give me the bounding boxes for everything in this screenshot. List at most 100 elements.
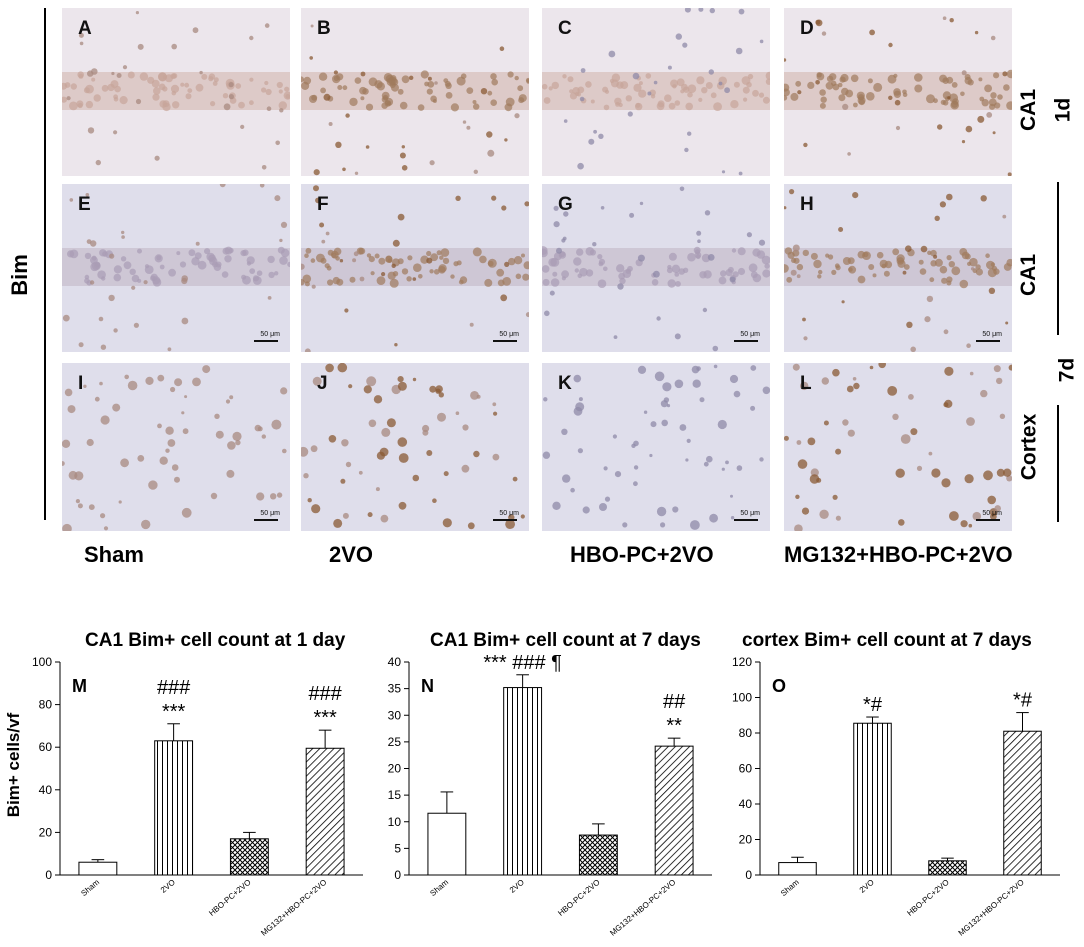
chart-o-title: cortex Bim+ cell count at 7 days (742, 630, 1032, 651)
panel-letter: J (317, 373, 328, 394)
y-tick-label: 15 (388, 788, 402, 802)
bar-sham (427, 812, 467, 876)
bar-hbo-pc-2vo (928, 860, 967, 876)
y-tick-label: 60 (739, 762, 753, 776)
chart-panel-letter: N (421, 676, 434, 696)
micrograph-panel-i: I 50 μm (62, 363, 290, 531)
scale-bar-label: 50 μm (982, 331, 1002, 338)
y-tick-label: 80 (39, 698, 53, 712)
tissue-image (784, 189, 1012, 352)
scale-bar (493, 519, 517, 521)
y-tick-label: 10 (388, 815, 402, 829)
scale-bar-label: 50 μm (499, 331, 519, 338)
y-tick-label: 30 (388, 708, 402, 722)
group-label-hbo-pc: HBO-PC+2VO (570, 542, 714, 567)
micrograph-panel-f: F 50 μm (301, 184, 529, 352)
micrograph-panel-h: H 50 μm (784, 184, 1012, 352)
group-label-mg132: MG132+HBO-PC+2VO (784, 542, 1013, 567)
micrograph-panel-b: B (301, 8, 529, 176)
y-tick-label: 100 (732, 691, 752, 705)
tissue-image (784, 16, 1012, 176)
significance-marker: *** (162, 701, 186, 723)
chart-n-title: CA1 Bim+ cell count at 7 days (430, 630, 701, 651)
scale-bar-label: 50 μm (499, 510, 519, 517)
y-tick-label: 40 (388, 655, 402, 669)
chart-panel-letter: O (772, 676, 786, 696)
group-label-sham: Sham (84, 542, 144, 567)
y-tick-label: 25 (388, 735, 402, 749)
category-label: HBO-PC+2VO (905, 878, 950, 918)
category-label: MG132+HBO-PC+2VO (957, 878, 1026, 938)
scale-bar-label: 50 μm (260, 510, 280, 517)
y-tick-label: 40 (739, 797, 753, 811)
tissue-image (62, 184, 290, 352)
bar-sham (778, 862, 817, 876)
category-label: 2VO (159, 878, 177, 895)
scale-bar-label: 50 μm (740, 331, 760, 338)
y-tick-label: 120 (732, 655, 752, 669)
category-label: 2VO (508, 878, 526, 895)
panel-letter: E (78, 194, 91, 215)
panel-letter: F (317, 194, 329, 215)
scale-bar (254, 340, 278, 342)
chart-panel-letter: M (72, 676, 87, 696)
micrograph-panel-a: A (62, 8, 290, 176)
tissue-image (301, 363, 525, 530)
y-tick-label: 20 (739, 833, 753, 847)
tissue-image (62, 11, 290, 170)
y-tick-label: 60 (39, 740, 53, 754)
y-tick-label: 35 (388, 682, 402, 696)
panel-letter: L (800, 373, 812, 394)
panel-letter: D (800, 18, 814, 39)
category-label: Sham (79, 877, 101, 898)
scale-bar-label: 50 μm (260, 331, 280, 338)
micrograph-panel-k: K 50 μm (542, 363, 770, 531)
bar-hbo-pc-2vo (578, 834, 618, 876)
bar-sham (78, 861, 118, 876)
scale-bar-label: 50 μm (982, 510, 1002, 517)
y-tick-label: 20 (388, 762, 402, 776)
y-tick-label: 40 (39, 783, 53, 797)
micrograph-panel-c: C (542, 8, 770, 176)
bar-mg132-hbo-pc-2vo (654, 745, 694, 876)
panel-letter: I (78, 373, 84, 394)
group-label-2vo: 2VO (329, 542, 374, 567)
y-tick-label: 5 (394, 841, 401, 855)
significance-marker: *** ### ¶ (483, 652, 562, 674)
bar-mg132-hbo-pc-2vo (305, 747, 345, 876)
y-tick-label: 80 (739, 726, 753, 740)
bim-bracket-line (44, 8, 46, 520)
bar-2vo (503, 687, 543, 876)
scale-bar (734, 340, 758, 342)
micrograph-panel-g: G 50 μm (542, 184, 770, 352)
panel-letter: C (558, 18, 572, 39)
micrograph-panel-l: L 50 μm (784, 363, 1012, 531)
scale-bar (976, 340, 1000, 342)
tissue-image (301, 185, 529, 352)
panel-letter: K (558, 373, 572, 394)
tissue-image (301, 24, 529, 176)
y-tick-label: 0 (45, 868, 52, 882)
y-tick-label: 100 (32, 655, 52, 669)
micrograph-panel-d: D (784, 8, 1012, 176)
tissue-image (62, 365, 288, 531)
panel-letter: H (800, 194, 814, 215)
panel-letter: G (558, 194, 573, 215)
tissue-image (542, 364, 770, 530)
bar-hbo-pc-2vo (229, 838, 269, 876)
category-label: HBO-PC+2VO (207, 878, 252, 918)
category-label: MG132+HBO-PC+2VO (259, 878, 328, 938)
scale-bar (493, 340, 517, 342)
category-label: Sham (428, 877, 450, 898)
day-label-7d: 7d (1052, 335, 1082, 405)
category-label: MG132+HBO-PC+2VO (608, 878, 677, 938)
category-label: HBO-PC+2VO (556, 878, 601, 918)
tissue-image (542, 186, 770, 352)
bar-mg132-hbo-pc-2vo (1003, 730, 1042, 876)
bar-2vo (853, 722, 892, 876)
micrograph-panel-j: J 50 μm (301, 363, 529, 531)
y-tick-label: 0 (394, 868, 401, 882)
scale-bar-label: 50 μm (740, 510, 760, 517)
panel-letter: A (78, 18, 92, 39)
